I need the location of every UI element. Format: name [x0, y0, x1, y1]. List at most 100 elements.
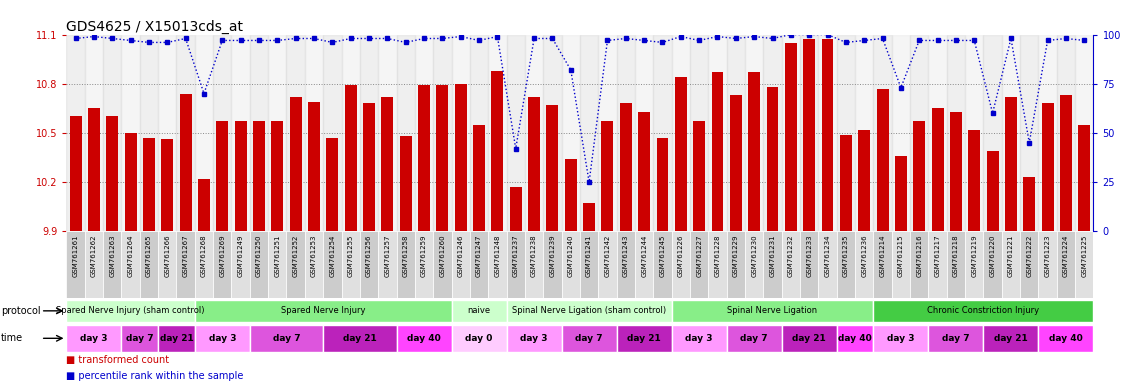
Bar	[433, 35, 451, 231]
Bar	[877, 89, 889, 231]
Text: day 21: day 21	[994, 334, 1028, 343]
Bar	[561, 231, 581, 298]
Bar	[984, 35, 1002, 231]
Bar	[748, 72, 760, 231]
Bar	[250, 231, 268, 298]
Bar	[524, 231, 543, 298]
Bar	[491, 71, 504, 231]
Bar	[690, 231, 709, 298]
Text: GSM761253: GSM761253	[311, 235, 317, 277]
Bar	[674, 77, 687, 231]
Bar	[85, 231, 103, 298]
Text: day 40: day 40	[1049, 334, 1083, 343]
Bar	[85, 35, 103, 231]
Bar	[727, 35, 745, 231]
Text: GSM761232: GSM761232	[788, 235, 793, 277]
Text: day 3: day 3	[520, 334, 547, 343]
Bar	[672, 300, 874, 322]
Bar	[469, 35, 488, 231]
Bar	[106, 116, 118, 231]
Bar	[414, 231, 433, 298]
Text: GSM761242: GSM761242	[605, 235, 610, 277]
Text: day 3: day 3	[80, 334, 108, 343]
Bar	[564, 159, 577, 231]
Bar	[855, 231, 874, 298]
Bar	[506, 300, 672, 322]
Bar	[231, 231, 250, 298]
Bar	[984, 231, 1002, 298]
Text: GSM761219: GSM761219	[971, 235, 978, 277]
Bar	[638, 112, 650, 231]
Bar	[950, 112, 962, 231]
Bar	[635, 35, 654, 231]
Bar	[176, 35, 195, 231]
Bar	[451, 231, 469, 298]
Bar	[617, 35, 635, 231]
Text: GSM761236: GSM761236	[861, 235, 867, 277]
Text: GSM761247: GSM761247	[476, 235, 482, 277]
Bar	[125, 133, 136, 231]
Bar	[88, 108, 100, 231]
Bar	[378, 35, 396, 231]
Bar	[617, 325, 672, 352]
Bar	[804, 40, 815, 231]
Text: GSM761225: GSM761225	[1081, 235, 1088, 277]
Text: GSM761250: GSM761250	[256, 235, 262, 277]
Bar	[1005, 97, 1017, 231]
Bar	[892, 35, 910, 231]
Bar	[305, 231, 323, 298]
Bar	[895, 156, 907, 231]
Text: GSM761268: GSM761268	[202, 235, 207, 277]
Text: time: time	[1, 333, 23, 343]
Bar	[323, 35, 341, 231]
Text: day 3: day 3	[887, 334, 915, 343]
Bar	[874, 231, 892, 298]
Bar	[195, 231, 213, 298]
Bar	[874, 35, 892, 231]
Text: GSM761233: GSM761233	[806, 235, 812, 277]
Text: GSM761251: GSM761251	[275, 235, 281, 277]
Bar	[764, 231, 782, 298]
Bar	[510, 187, 522, 231]
Text: GSM761244: GSM761244	[641, 235, 647, 277]
Bar	[418, 85, 431, 231]
Bar	[524, 35, 543, 231]
Bar	[451, 300, 506, 322]
Bar	[70, 116, 81, 231]
Text: GSM761231: GSM761231	[769, 235, 775, 277]
Bar	[800, 35, 819, 231]
Text: Spared Nerve Injury (sham control): Spared Nerve Injury (sham control)	[56, 306, 205, 315]
Text: GSM761223: GSM761223	[1044, 235, 1051, 277]
Bar	[433, 231, 451, 298]
Text: GSM761215: GSM761215	[898, 235, 903, 277]
Bar	[672, 35, 690, 231]
Text: GSM761240: GSM761240	[568, 235, 574, 277]
Bar	[583, 203, 595, 231]
Bar	[268, 231, 286, 298]
Bar	[326, 138, 338, 231]
Bar	[253, 121, 264, 231]
Text: GSM761237: GSM761237	[513, 235, 519, 277]
Text: day 7: day 7	[126, 334, 153, 343]
Bar	[436, 85, 449, 231]
Bar	[235, 121, 246, 231]
Bar	[874, 300, 1093, 322]
Text: GSM761220: GSM761220	[989, 235, 996, 277]
Text: GSM761254: GSM761254	[330, 235, 335, 277]
Bar	[396, 231, 414, 298]
Bar	[158, 35, 176, 231]
Text: GSM761245: GSM761245	[660, 235, 665, 277]
Bar	[308, 102, 319, 231]
Text: GSM761257: GSM761257	[385, 235, 390, 277]
Bar	[66, 231, 85, 298]
Bar	[414, 35, 433, 231]
Text: GSM761239: GSM761239	[550, 235, 555, 277]
Bar	[66, 35, 85, 231]
Bar	[1024, 177, 1035, 231]
Text: GSM761266: GSM761266	[164, 235, 171, 277]
Bar	[103, 231, 121, 298]
Text: Spared Nerve Injury: Spared Nerve Injury	[281, 306, 365, 315]
Bar	[488, 35, 506, 231]
Bar	[66, 300, 195, 322]
Bar	[987, 151, 998, 231]
